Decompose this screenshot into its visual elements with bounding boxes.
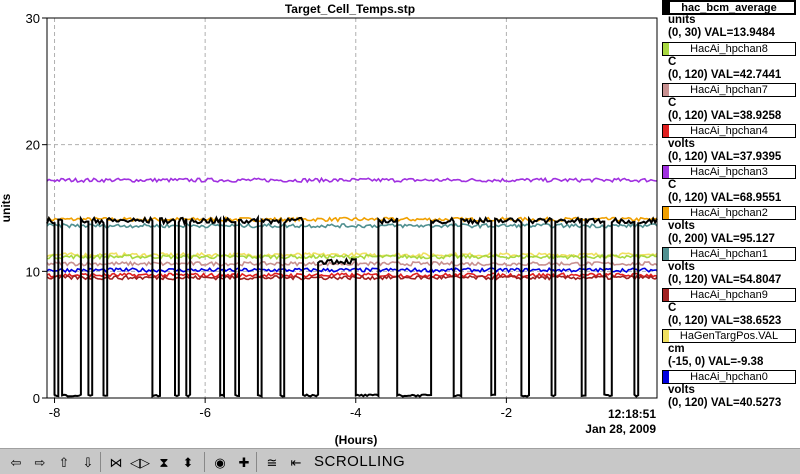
- status-text: SCROLLING: [314, 453, 406, 470]
- legend-swatch: [663, 207, 669, 219]
- legend-unit: volts: [668, 138, 695, 150]
- legend-label: HacAi_hpchan1: [690, 248, 768, 260]
- y-axis: 0 10 20 30: [26, 11, 47, 406]
- y-tick-label: 0: [33, 391, 40, 406]
- legend-swatch: [663, 84, 669, 96]
- y-tick-label: 10: [26, 264, 40, 279]
- legend-value: (0, 120) VAL=40.5273: [668, 397, 782, 409]
- legend-unit: cm: [668, 343, 685, 355]
- legend-value: (0, 200) VAL=95.127: [668, 233, 775, 245]
- legend-label: HaGenTargPos.VAL: [679, 330, 779, 342]
- series-line-HacAi_hpchan1: [46, 222, 658, 230]
- legend: hac_bcm_average units (0, 30) VAL=13.9484 H…: [662, 0, 800, 448]
- plot-frame: [46, 17, 658, 399]
- series-line-HacAi_hpchan7: [46, 260, 658, 267]
- toolbar: SCROLLING ⇦ ⇨ ⇧ ⇩ ⋈ ◁▷ ⧗ ⬍ ◉ ✚ ≅ ⇤: [0, 448, 800, 474]
- arrow-down-icon[interactable]: ⇩: [82, 454, 94, 470]
- series-layer: [46, 176, 658, 398]
- y-tick-label: 30: [26, 11, 40, 26]
- legend-label: HacAi_hpchan8: [690, 43, 768, 55]
- arrow-right-icon[interactable]: ⇨: [34, 454, 46, 470]
- legend-unit: C: [668, 179, 677, 191]
- legend-value: (0, 120) VAL=38.6523: [668, 315, 782, 327]
- add-icon[interactable]: ✚: [238, 454, 250, 470]
- chart: Target_Cell_Temps.stp 0 10 20 30 -8 -6 -4 -2 u…: [0, 2, 658, 447]
- scroll-mode-icon[interactable]: ≅: [266, 454, 278, 470]
- end-date-label: Jan 28, 2009: [585, 422, 656, 436]
- zoom-in-vertical-icon[interactable]: ⧗: [159, 454, 169, 470]
- legend-unit: units: [668, 14, 696, 26]
- legend-series-name[interactable]: HaGenTargPos.VAL: [662, 329, 796, 343]
- legend-value: (-15, 0) VAL=-9.38: [668, 356, 764, 368]
- legend-label: hac_bcm_average: [681, 2, 777, 14]
- x-tick-label: -6: [199, 405, 211, 420]
- legend-swatch: [663, 125, 669, 137]
- legend-series-name[interactable]: HacAi_hpchan9: [662, 288, 796, 302]
- legend-label: HacAi_hpchan9: [690, 289, 768, 301]
- x-tick-label: -4: [350, 405, 362, 420]
- y-axis-label: units: [0, 193, 13, 222]
- toolbar-separator: [256, 452, 257, 472]
- legend-swatch: [663, 371, 669, 383]
- legend-unit: C: [668, 302, 677, 314]
- legend-label: HacAi_hpchan4: [690, 125, 768, 137]
- legend-series-name[interactable]: HacAi_hpchan0: [662, 370, 796, 384]
- legend-series-name[interactable]: HacAi_hpchan2: [662, 206, 796, 220]
- zoom-out-vertical-icon[interactable]: ⬍: [182, 454, 194, 470]
- legend-swatch: [664, 2, 670, 13]
- legend-label: HacAi_hpchan0: [690, 371, 768, 383]
- legend-value: (0, 30) VAL=13.9484: [668, 27, 775, 39]
- legend-label: HacAi_hpchan3: [690, 166, 768, 178]
- legend-unit: C: [668, 56, 677, 68]
- arrow-left-icon[interactable]: ⇦: [10, 454, 22, 470]
- legend-value: (0, 120) VAL=42.7441: [668, 69, 782, 81]
- x-axis-label: (Hours): [335, 433, 378, 447]
- legend-unit: volts: [668, 384, 695, 396]
- legend-series-name[interactable]: HacAi_hpchan7: [662, 83, 796, 97]
- x-axis: -8 -6 -4 -2: [49, 398, 512, 420]
- y-tick-label: 20: [26, 138, 40, 153]
- legend-series-name[interactable]: HacAi_hpchan3: [662, 165, 796, 179]
- legend-series-name[interactable]: HacAi_hpchan1: [662, 247, 796, 261]
- x-tick-label: -2: [501, 405, 513, 420]
- legend-value: (0, 120) VAL=54.8047: [668, 274, 782, 286]
- toolbar-separator: [204, 452, 205, 472]
- legend-swatch: [663, 248, 669, 260]
- legend-series-name[interactable]: hac_bcm_average: [662, 0, 796, 15]
- config-icon[interactable]: ◉: [214, 454, 226, 470]
- chart-title: Target_Cell_Temps.stp: [285, 2, 415, 16]
- end-time-label: 12:18:51: [608, 407, 656, 421]
- x-tick-label: -8: [49, 405, 61, 420]
- legend-series-name[interactable]: HacAi_hpchan8: [662, 42, 796, 56]
- legend-swatch: [663, 43, 669, 55]
- legend-value: (0, 120) VAL=68.9551: [668, 192, 782, 204]
- legend-label: HacAi_hpchan7: [690, 84, 768, 96]
- series-line-hac_bcm_average: [46, 214, 658, 398]
- zoom-out-horizontal-icon[interactable]: ◁▷: [130, 454, 150, 470]
- legend-value: (0, 120) VAL=38.9258: [668, 110, 782, 122]
- legend-value: (0, 120) VAL=37.9395: [668, 151, 782, 163]
- legend-series-name[interactable]: HacAi_hpchan4: [662, 124, 796, 138]
- go-end-icon[interactable]: ⇤: [290, 454, 302, 470]
- legend-unit: volts: [668, 261, 695, 273]
- legend-swatch: [663, 166, 669, 178]
- legend-swatch: [663, 289, 669, 301]
- legend-unit: volts: [668, 220, 695, 232]
- series-line-HacAi_hpchan3: [46, 176, 658, 184]
- arrow-up-icon[interactable]: ⇧: [58, 454, 70, 470]
- legend-unit: C: [668, 97, 677, 109]
- legend-label: HacAi_hpchan2: [690, 207, 768, 219]
- grid: [47, 18, 657, 398]
- toolbar-separator: [100, 452, 101, 472]
- zoom-in-horizontal-icon[interactable]: ⋈: [109, 454, 123, 470]
- legend-swatch: [663, 330, 669, 342]
